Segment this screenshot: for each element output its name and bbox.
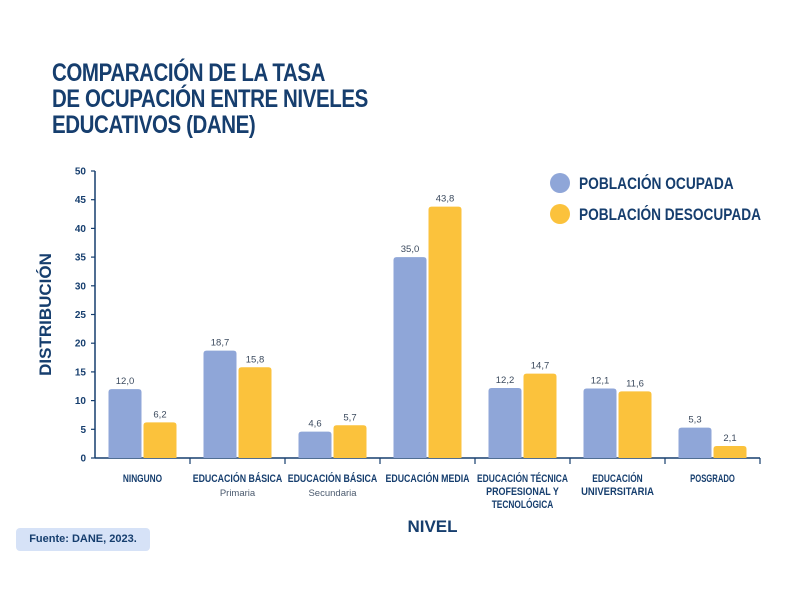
- x-tick-label: POSGRADO: [690, 473, 735, 485]
- bar: [238, 367, 272, 458]
- title-line: EDUCATIVOS (DANE): [52, 111, 256, 139]
- bar: [488, 387, 522, 458]
- y-tick-label: 10: [75, 396, 87, 407]
- x-tick-label: EDUCACIÓN TÉCNICA: [477, 472, 568, 485]
- y-tick-label: 15: [75, 367, 87, 378]
- x-tick-sublabel: Secundaria: [308, 488, 357, 499]
- x-tick-label: UNIVERSITARIA: [581, 486, 654, 498]
- data-label: 5,7: [343, 412, 356, 423]
- data-label: 15,8: [246, 354, 265, 365]
- title-line: DE OCUPACIÓN ENTRE NIVELES: [52, 85, 368, 113]
- y-tick-label: 45: [75, 195, 87, 206]
- bar: [618, 391, 652, 458]
- x-tick-label: EDUCACIÓN: [592, 472, 642, 485]
- data-label: 12,2: [496, 375, 515, 386]
- bar: [713, 445, 747, 458]
- legend-marker: [550, 173, 570, 193]
- legend-label: POBLACIÓN OCUPADA: [579, 174, 734, 193]
- bar: [393, 257, 427, 458]
- legend-marker: [550, 204, 570, 224]
- chart-title: COMPARACIÓN DE LA TASA DE OCUPACIÓN ENTR…: [52, 60, 396, 138]
- x-tick-label: EDUCACIÓN MEDIA: [386, 472, 470, 485]
- y-tick-label: 50: [75, 167, 87, 178]
- bar: [678, 427, 712, 458]
- source-note: Fuente: DANE, 2023.: [16, 528, 150, 551]
- data-label: 11,6: [626, 378, 644, 389]
- y-tick-label: 0: [80, 454, 86, 465]
- y-axis-title: DISTRIBUCIÓN: [36, 253, 55, 376]
- y-tick-label: 35: [75, 253, 87, 264]
- data-label: 35,0: [401, 244, 420, 255]
- x-tick-sublabel: Primaria: [220, 488, 256, 499]
- bar: [523, 373, 557, 458]
- bar: [203, 350, 237, 458]
- data-label: 43,8: [436, 194, 455, 205]
- data-label: 14,7: [531, 361, 550, 372]
- y-tick-label: 40: [75, 224, 87, 235]
- bar: [108, 389, 142, 458]
- y-tick-label: 25: [75, 310, 87, 321]
- bar: [428, 206, 462, 458]
- data-label: 18,7: [211, 338, 230, 349]
- title-line: COMPARACIÓN DE LA TASA: [52, 59, 326, 87]
- data-label: 4,6: [308, 419, 321, 430]
- bar: [298, 431, 332, 458]
- data-label: 12,1: [591, 376, 610, 387]
- legend-label: POBLACIÓN DESOCUPADA: [579, 205, 761, 224]
- y-tick-label: 5: [80, 425, 86, 436]
- x-axis-title: NIVEL: [407, 517, 457, 536]
- x-tick-label: EDUCACIÓN BÁSICA: [288, 472, 378, 485]
- bar: [583, 388, 617, 458]
- y-tick-label: 30: [75, 281, 87, 292]
- x-tick-label: TECNOLÓGICA: [492, 498, 554, 511]
- data-label: 2,1: [723, 433, 736, 444]
- data-label: 12,0: [116, 376, 135, 387]
- data-label: 5,3: [688, 415, 701, 426]
- data-label: 6,2: [153, 409, 166, 420]
- y-tick-label: 20: [75, 339, 87, 350]
- x-tick-label: EDUCACIÓN BÁSICA: [193, 472, 283, 485]
- x-tick-label: PROFESIONAL Y: [486, 486, 559, 498]
- bar: [333, 425, 367, 458]
- x-tick-label: NINGUNO: [123, 473, 163, 485]
- bar: [143, 422, 177, 458]
